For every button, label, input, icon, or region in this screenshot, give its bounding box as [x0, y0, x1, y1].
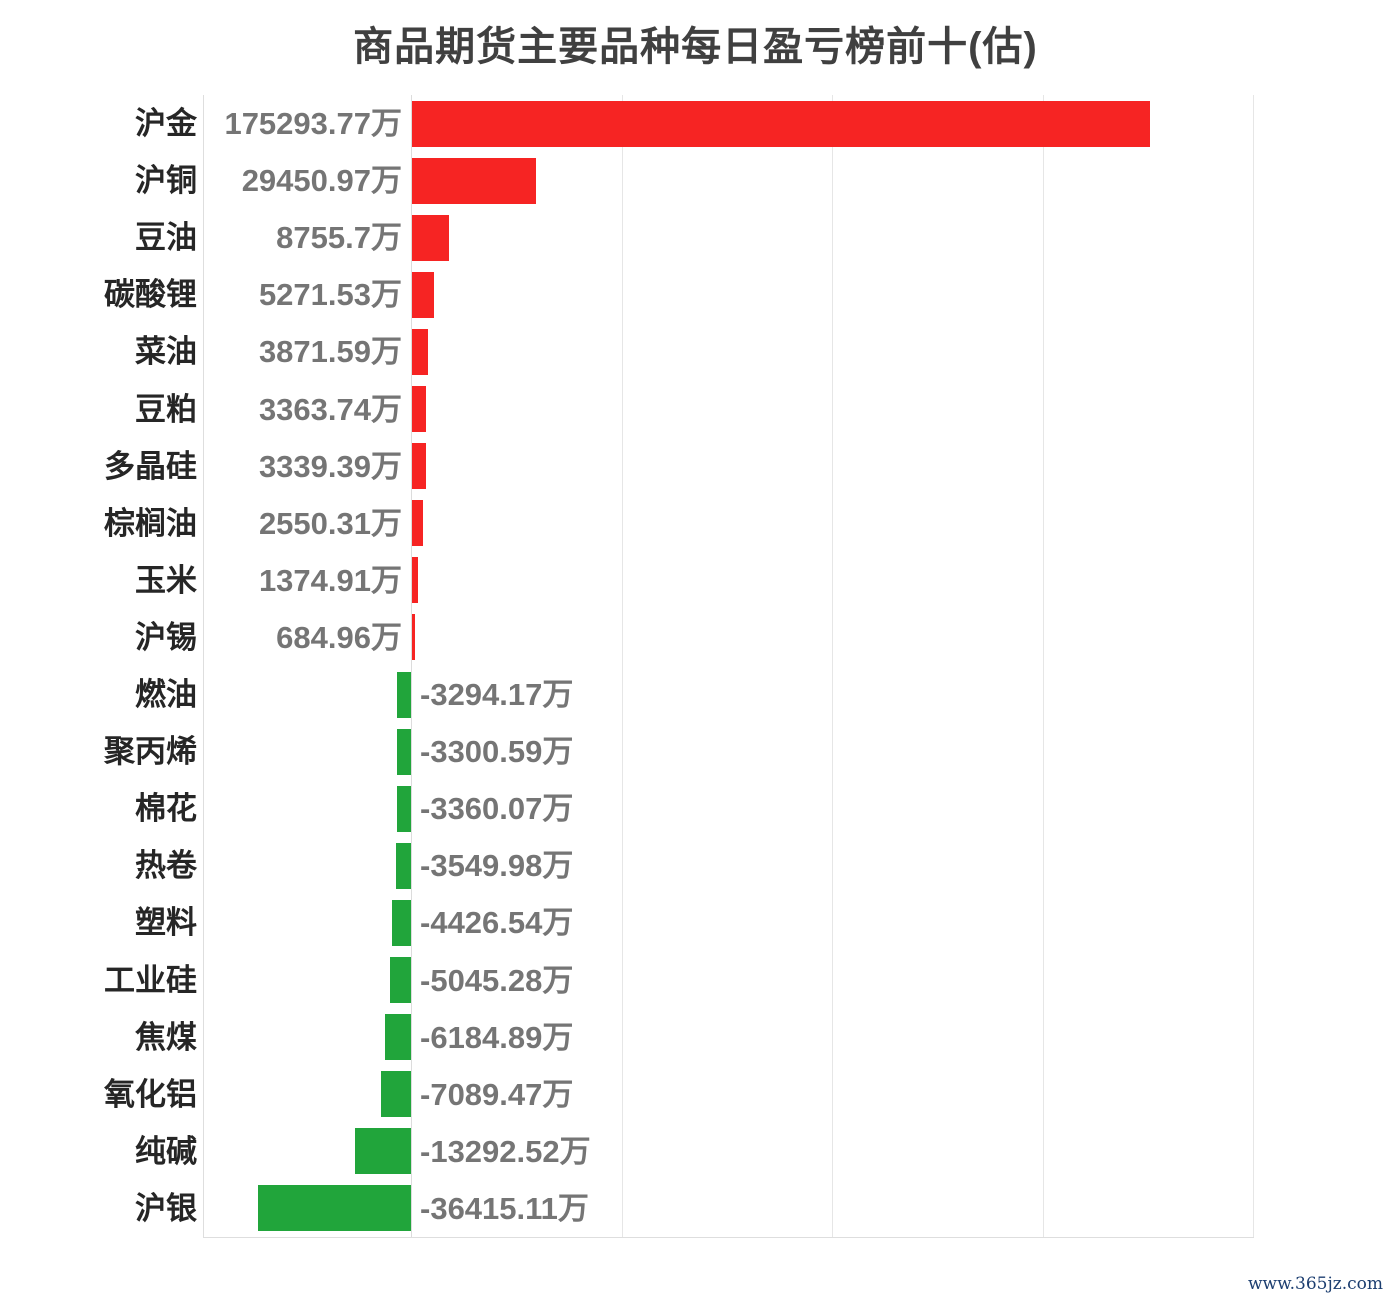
value-label: 29450.97万 — [241, 163, 402, 199]
value-label: 2550.31万 — [258, 505, 402, 541]
loss-bar — [257, 1185, 411, 1232]
loss-bar — [381, 1071, 411, 1118]
chart-title: 商品期货主要品种每日盈亏榜前十(估) — [353, 25, 1038, 69]
loss-bar — [384, 1014, 411, 1061]
profit-bar — [412, 614, 415, 661]
value-label: 3871.59万 — [258, 334, 402, 370]
value-label: -36415.11万 — [420, 1190, 589, 1226]
value-label: 684.96万 — [276, 619, 402, 655]
loss-bar — [392, 899, 411, 946]
value-label: -3360.07万 — [420, 791, 574, 827]
profit-bar — [412, 100, 1150, 147]
category-label: 沪银 — [135, 1190, 197, 1226]
value-label: -4426.54万 — [420, 905, 574, 941]
category-label: 豆油 — [135, 220, 197, 256]
value-label: -6184.89万 — [420, 1019, 574, 1055]
value-label: -3300.59万 — [420, 734, 574, 770]
loss-bar — [389, 957, 411, 1004]
loss-bar — [396, 785, 411, 832]
value-label: 3339.39万 — [258, 448, 402, 484]
category-label: 聚丙烯 — [104, 734, 197, 770]
category-label: 焦煤 — [135, 1019, 197, 1055]
category-label: 纯碱 — [135, 1133, 197, 1169]
category-label: 沪锡 — [135, 619, 197, 655]
category-label: 塑料 — [135, 905, 197, 941]
category-label: 玉米 — [135, 562, 197, 598]
value-label: 5271.53万 — [258, 277, 402, 313]
value-label: -3294.17万 — [420, 677, 574, 712]
category-label: 多晶硅 — [104, 448, 197, 484]
profit-bar — [412, 271, 435, 318]
category-label: 燃油 — [135, 677, 197, 712]
category-label: 菜油 — [135, 334, 197, 370]
value-label: -7089.47万 — [420, 1076, 574, 1112]
watermark: www.365jz.com — [1248, 1274, 1383, 1294]
value-label: -13292.52万 — [420, 1133, 591, 1169]
category-label: 热卷 — [135, 848, 197, 884]
profit-bar — [412, 214, 449, 261]
category-label: 工业硅 — [104, 962, 197, 998]
category-label: 棕榈油 — [104, 505, 197, 541]
value-label: 175293.77万 — [224, 106, 402, 141]
plot-area: 175293.77万 29450.97万 8755.7万 5271.53万 3871.5… — [203, 95, 1254, 1238]
value-label: 1374.91万 — [258, 562, 402, 598]
loss-bar — [355, 1128, 411, 1175]
category-label: 氧化铝 — [104, 1076, 197, 1112]
profit-bar — [412, 157, 536, 204]
profit-bar — [412, 386, 427, 433]
category-label: 棉花 — [135, 791, 197, 827]
gridline — [1253, 95, 1254, 1237]
zero-axis-line — [411, 95, 412, 1237]
gridline — [621, 95, 623, 1237]
loss-bar — [396, 842, 411, 889]
loss-bar — [397, 671, 411, 718]
category-label: 碳酸锂 — [104, 277, 197, 313]
loss-bar — [397, 728, 411, 775]
value-label: 8755.7万 — [276, 220, 402, 256]
value-label: -5045.28万 — [420, 962, 574, 998]
value-label: 3363.74万 — [258, 391, 402, 427]
gridline — [1042, 95, 1044, 1237]
gridline — [832, 95, 833, 1237]
profit-bar — [412, 500, 423, 547]
category-axis: 沪金沪铜豆油碳酸锂菜油豆粕多晶硅棕榈油玉米沪锡燃油聚丙烯棉花热卷塑料工业硅焦煤氧… — [0, 95, 197, 1237]
category-label: 豆粕 — [135, 391, 197, 427]
profit-bar — [412, 328, 429, 375]
profit-bar — [412, 557, 418, 604]
category-label: 沪铜 — [135, 163, 197, 199]
value-label: -3549.98万 — [420, 848, 574, 884]
category-label: 沪金 — [135, 106, 197, 141]
profit-bar — [412, 443, 427, 490]
